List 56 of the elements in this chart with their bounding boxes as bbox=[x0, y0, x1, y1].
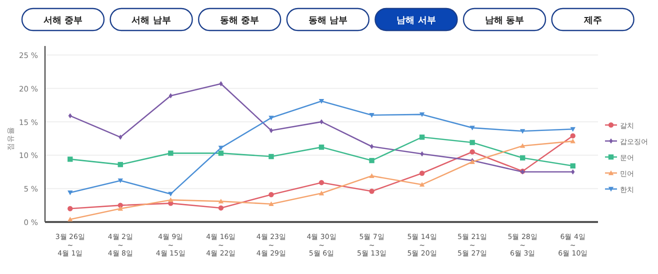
point bbox=[318, 144, 324, 150]
point bbox=[68, 206, 73, 212]
point bbox=[570, 127, 576, 132]
point bbox=[168, 197, 174, 202]
point bbox=[419, 170, 425, 176]
point bbox=[68, 113, 72, 118]
point bbox=[118, 134, 122, 140]
point bbox=[218, 146, 224, 150]
point bbox=[320, 119, 324, 124]
point bbox=[570, 138, 576, 144]
point bbox=[470, 140, 475, 146]
point bbox=[570, 163, 576, 168]
point bbox=[318, 190, 324, 196]
point bbox=[369, 188, 374, 194]
point bbox=[318, 99, 324, 104]
point bbox=[268, 116, 274, 120]
point bbox=[420, 151, 424, 156]
point bbox=[118, 162, 124, 168]
point bbox=[470, 149, 475, 154]
point bbox=[168, 150, 174, 156]
point bbox=[570, 133, 576, 138]
point bbox=[68, 156, 73, 162]
point bbox=[419, 112, 425, 118]
point bbox=[268, 201, 274, 206]
point bbox=[571, 169, 575, 174]
point bbox=[520, 143, 526, 148]
point bbox=[218, 150, 224, 156]
point bbox=[118, 178, 124, 184]
point bbox=[520, 155, 526, 160]
point bbox=[419, 182, 425, 187]
text: 동해 남부 bbox=[308, 16, 348, 26]
point bbox=[369, 158, 374, 164]
point bbox=[520, 129, 526, 134]
point bbox=[118, 206, 124, 211]
point bbox=[268, 192, 274, 198]
point bbox=[318, 180, 324, 186]
point bbox=[218, 205, 224, 211]
text: 서해 중부 bbox=[43, 16, 83, 26]
text: 남해 서부 bbox=[396, 16, 436, 26]
point bbox=[470, 126, 475, 130]
point bbox=[68, 216, 73, 222]
point bbox=[168, 192, 174, 197]
point bbox=[370, 144, 374, 150]
point bbox=[168, 93, 172, 98]
point bbox=[269, 128, 274, 134]
point bbox=[369, 173, 374, 178]
point bbox=[68, 190, 73, 196]
text: 서해 남부 bbox=[132, 16, 171, 26]
point bbox=[219, 81, 223, 86]
point bbox=[268, 154, 274, 160]
point bbox=[369, 113, 374, 118]
text: 제주 bbox=[582, 16, 602, 26]
text: 남해 동부 bbox=[484, 16, 524, 26]
text: 동해 중부 bbox=[220, 16, 260, 26]
point bbox=[419, 134, 425, 140]
point bbox=[218, 198, 224, 204]
